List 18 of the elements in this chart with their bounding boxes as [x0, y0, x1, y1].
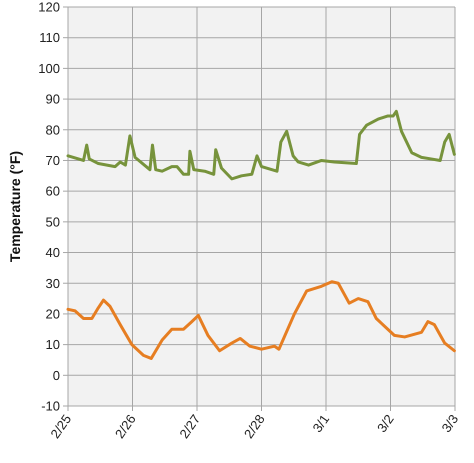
x-tick-label: 3/2 [374, 412, 397, 436]
y-tick-label: 120 [38, 0, 60, 15]
y-tick-label: 0 [52, 368, 60, 383]
y-axis-title: Temperature (°F) [7, 150, 23, 262]
x-tick-label: 3/3 [438, 412, 462, 436]
y-tick-label: 60 [46, 184, 60, 199]
y-tick-label: 20 [46, 306, 60, 322]
y-tick-label: 10 [46, 337, 60, 352]
y-tick-label: 100 [38, 60, 60, 76]
y-tick-label: -10 [41, 398, 60, 414]
y-tick-label: 50 [46, 214, 60, 230]
y-tick-label: 70 [46, 153, 60, 168]
y-tick-label: 110 [39, 30, 60, 46]
y-tick-label: 90 [46, 92, 60, 107]
y-tick-label: 30 [46, 276, 60, 291]
x-tick-label: 3/1 [310, 412, 332, 436]
y-tick-label: 40 [46, 245, 60, 260]
y-tick-label: 80 [46, 122, 60, 138]
